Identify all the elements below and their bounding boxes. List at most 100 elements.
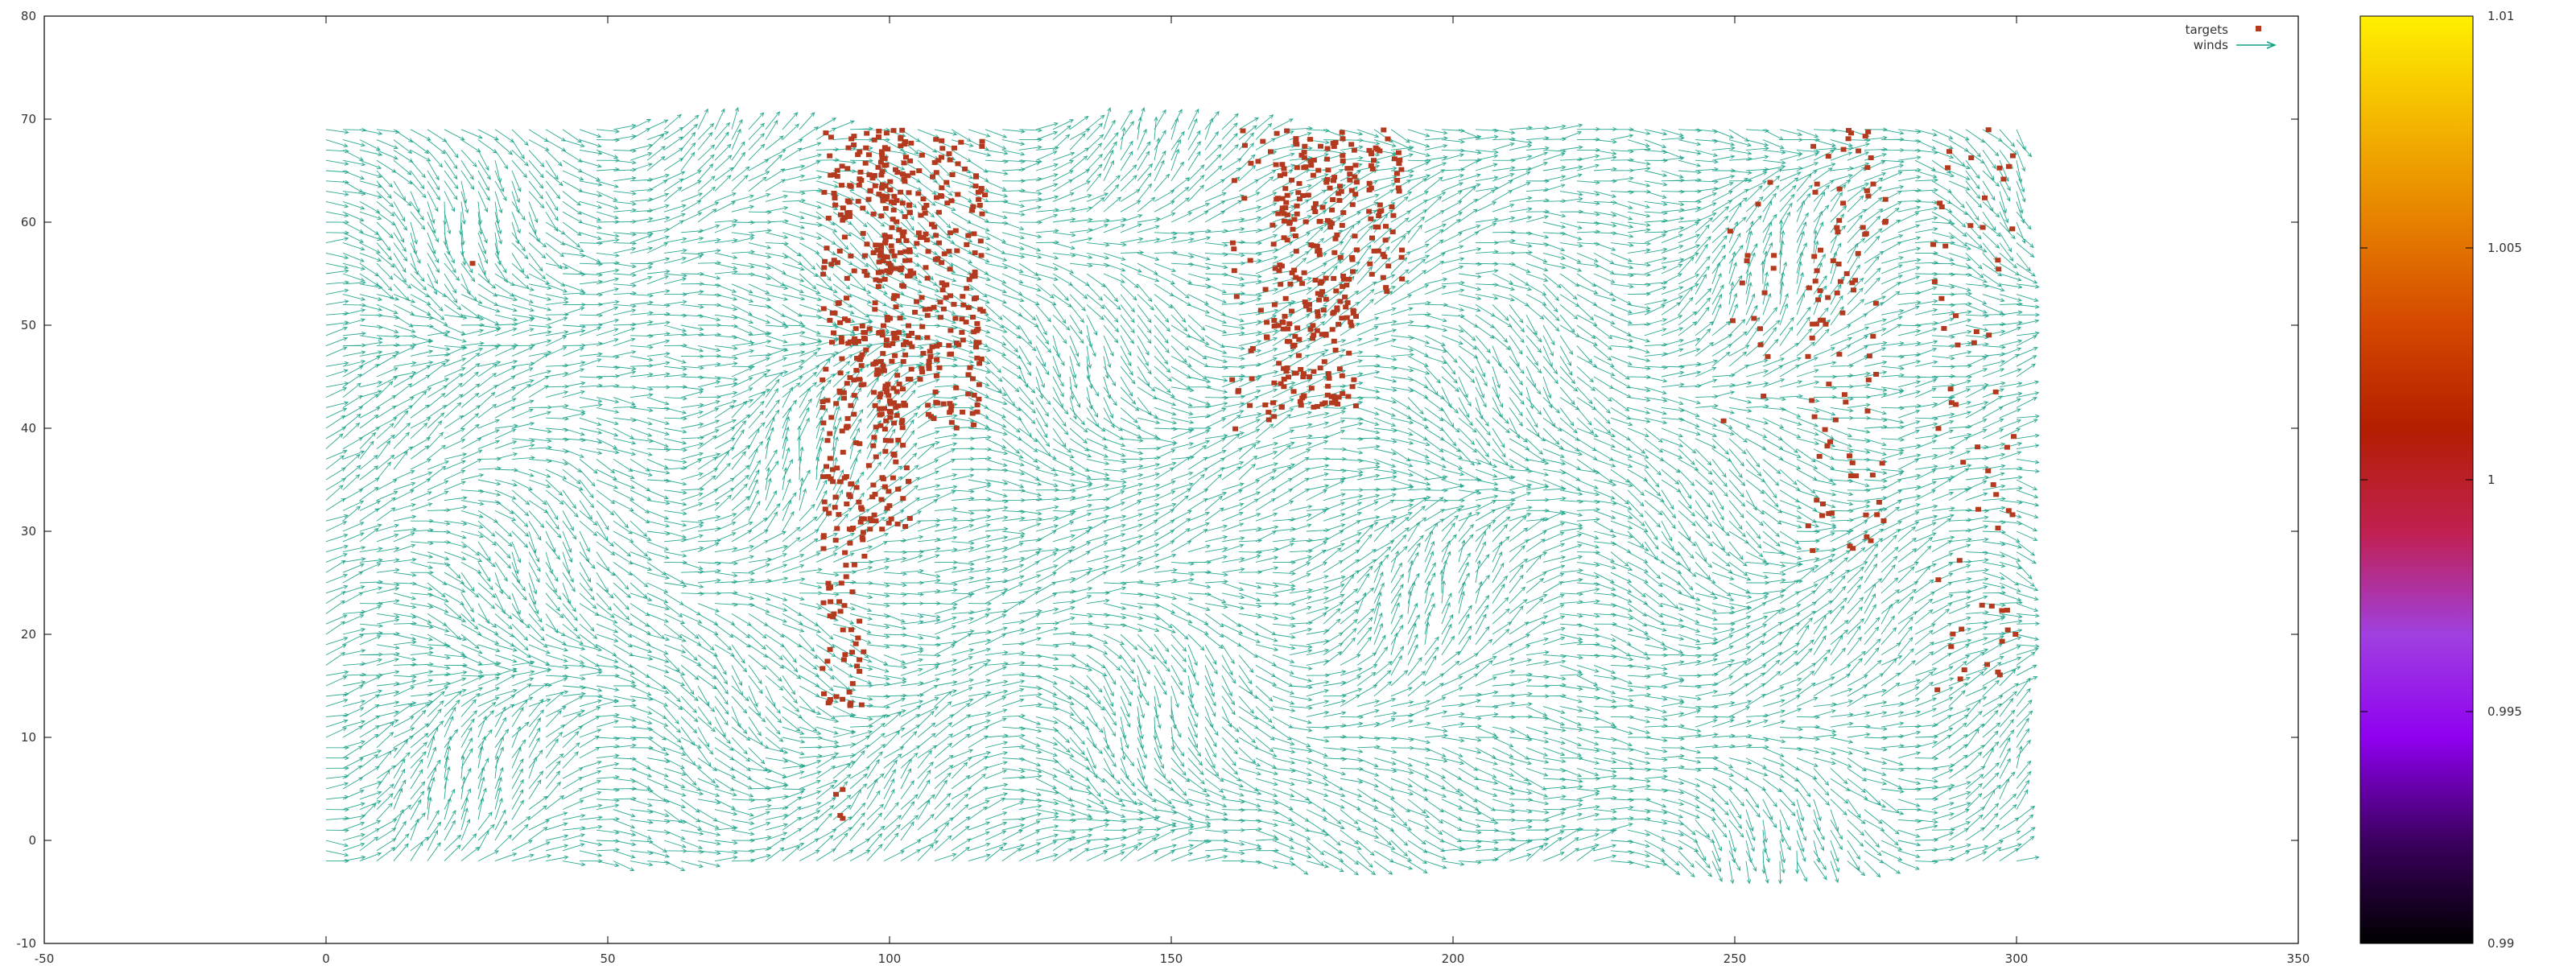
target-point [900,233,906,239]
target-point [876,128,882,134]
target-point [820,271,827,277]
target-point [906,249,913,254]
target-point [831,611,837,617]
target-point [1956,558,1963,563]
target-point [857,441,863,447]
target-point [890,295,897,301]
target-point [886,503,893,509]
target-point [823,130,829,136]
target-point [879,193,886,199]
target-point [884,254,890,260]
target-point [842,316,848,322]
target-point [1315,309,1321,315]
target-point [1346,350,1352,356]
target-point [1845,136,1852,142]
target-point [838,580,844,586]
target-point [1324,217,1331,223]
target-point [890,331,897,336]
target-point [1280,326,1286,332]
target-point [857,357,863,362]
target-point [1953,313,1959,319]
target-point [1339,130,1345,135]
target-point [899,425,906,431]
target-point [871,173,877,178]
target-point [1315,167,1322,173]
target-point [1229,377,1236,382]
target-point [870,211,877,217]
target-point [972,250,978,255]
target-point [881,233,888,238]
target-point [851,268,857,274]
target-point [952,228,959,233]
target-point [1761,290,1768,295]
target-point [925,411,931,417]
target-point [1389,229,1396,235]
target-point [1850,546,1856,551]
target-point [979,143,985,149]
target-point [852,336,858,341]
target-point [1295,190,1302,196]
target-point [948,403,955,409]
target-point [878,172,885,178]
target-point [1862,134,1868,139]
target-point [1352,403,1359,409]
target-point [886,234,893,240]
target-point [892,353,898,358]
target-point [1739,280,1745,286]
target-point [947,230,953,236]
target-point [834,526,840,531]
target-point [890,341,896,346]
target-point [890,475,896,481]
target-point [877,250,884,255]
target-point [889,199,894,204]
target-point [971,422,977,427]
target-point [844,502,850,506]
target-point [1751,316,1757,321]
target-point [839,183,844,188]
target-point [1271,414,1278,419]
target-point [898,134,904,140]
target-point [893,304,899,310]
target-point [887,187,894,192]
target-point [1331,309,1337,315]
target-point [973,345,980,350]
target-point [1941,326,1947,331]
target-point [914,335,921,341]
target-point [1855,250,1861,256]
target-point [857,149,863,155]
target-point [848,481,855,486]
target-point [1946,149,1952,155]
target-point [1393,171,1400,176]
target-point [863,145,869,151]
target-point [1274,130,1280,136]
target-point [899,171,906,177]
target-point [1290,226,1296,232]
target-point [889,358,895,364]
target-point [879,475,886,481]
y-tick-label: 70 [21,112,36,126]
y-tick-label: -10 [17,936,37,951]
target-point [946,343,952,349]
target-point [857,657,863,662]
target-point [1818,317,1824,323]
target-point [881,277,888,282]
target-point [834,174,840,180]
target-point [1270,400,1276,406]
target-point [887,415,894,420]
target-point [872,300,878,306]
colorbar: 1.01 1.005 1 0.995 0.99 [2359,9,2522,951]
target-point [1331,338,1337,344]
target-point [1827,439,1833,444]
target-point [822,506,828,512]
target-point [1293,136,1299,142]
target-point [1307,374,1313,379]
y-tick-label: 10 [21,730,36,745]
target-point [882,237,889,243]
target-point [972,269,978,274]
target-point [895,437,902,443]
legend: targets winds [2186,23,2277,52]
target-point [840,657,847,662]
target-point [857,169,864,175]
target-point [880,198,886,204]
target-point [1240,128,1246,134]
